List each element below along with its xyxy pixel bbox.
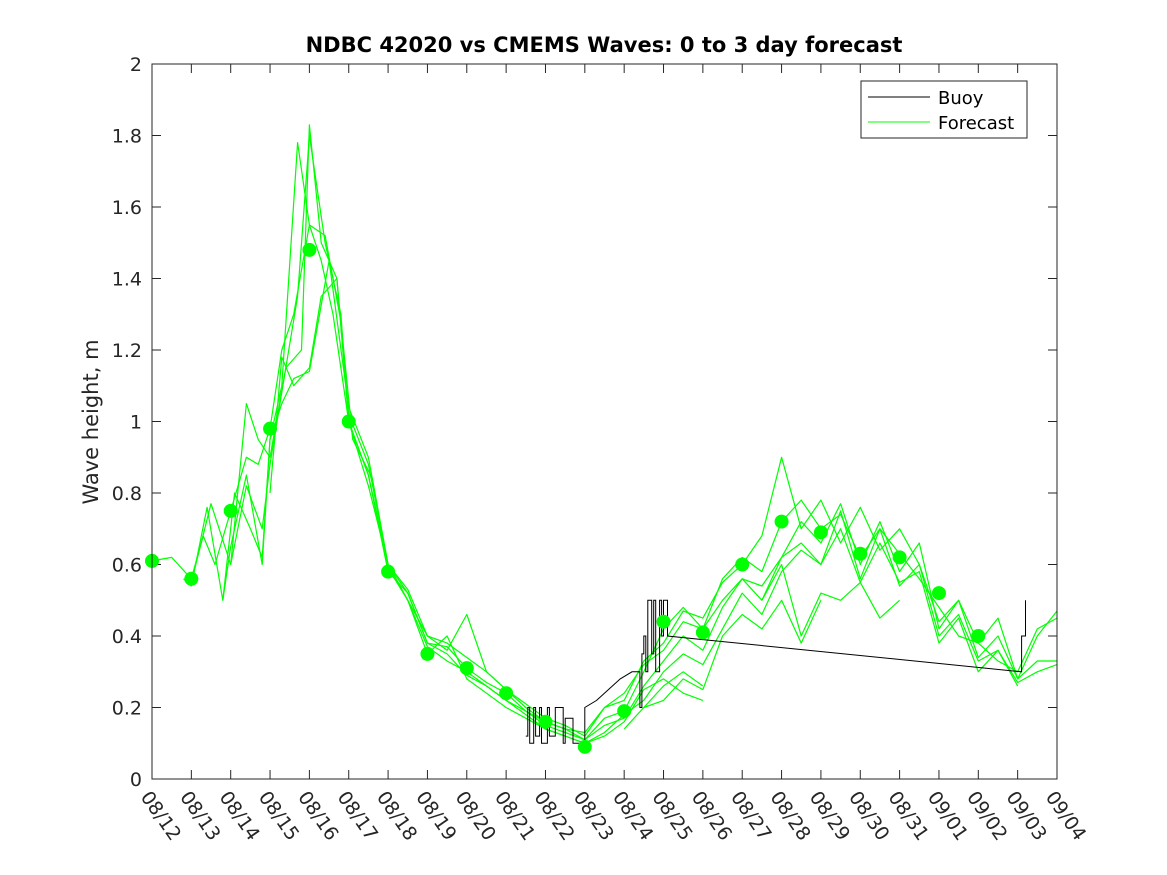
forecast-point <box>538 714 553 729</box>
forecast-point <box>853 546 868 561</box>
y-tick-label: 0.6 <box>112 555 142 577</box>
plot-frame <box>151 63 1058 780</box>
legend: Buoy Forecast <box>860 80 1028 139</box>
forecast-point <box>695 625 710 640</box>
forecast-point <box>184 571 199 586</box>
legend-label-buoy: Buoy <box>938 88 984 109</box>
legend-label-forecast: Forecast <box>938 113 1014 134</box>
y-tick-label: 0.8 <box>112 483 142 505</box>
forecast-point <box>735 557 750 572</box>
y-axis-ticks: 0 0.2 0.4 0.6 0.8 1 1.2 1.4 1.6 1.8 2 <box>112 54 1057 791</box>
forecast-point <box>302 242 317 257</box>
forecast-point <box>459 661 474 676</box>
y-axis-label: Wave height, m <box>79 339 103 504</box>
forecast-point <box>813 525 828 540</box>
forecast-point <box>499 686 514 701</box>
forecast-line-7 <box>643 671 704 708</box>
forecast-point <box>971 629 986 643</box>
forecast-line-1 <box>190 134 1058 737</box>
forecast-point <box>420 646 435 661</box>
y-tick-label: 0.2 <box>112 698 142 720</box>
forecast-point <box>774 514 789 529</box>
forecast-point <box>656 614 671 629</box>
forecast-point <box>931 586 946 601</box>
forecast-point <box>577 739 592 754</box>
y-tick-label: 1.4 <box>112 269 142 291</box>
forecast-line-6 <box>623 599 822 730</box>
y-tick-label: 1 <box>130 412 142 434</box>
forecast-point <box>341 414 356 429</box>
forecast-line-5 <box>183 260 704 744</box>
forecast-point <box>617 704 632 719</box>
chart-title: NDBC 42020 vs CMEMS Waves: 0 to 3 day fo… <box>306 33 903 57</box>
y-tick-label: 1.2 <box>112 340 142 362</box>
buoy-line <box>525 599 1026 744</box>
y-tick-label: 1.6 <box>112 197 142 219</box>
y-tick-label: 1.8 <box>112 126 142 148</box>
y-tick-label: 0 <box>130 769 142 791</box>
forecast-point <box>223 503 238 518</box>
legend-box <box>860 80 1028 139</box>
y-tick-label: 0.4 <box>112 626 142 648</box>
forecast-point <box>892 550 907 565</box>
series-layer <box>145 124 1058 754</box>
forecast-point <box>263 421 278 436</box>
forecast-point <box>381 564 396 579</box>
forecast-line-8 <box>761 563 901 637</box>
forecast-line-4 <box>269 277 1019 734</box>
y-tick-label: 2 <box>130 54 142 76</box>
